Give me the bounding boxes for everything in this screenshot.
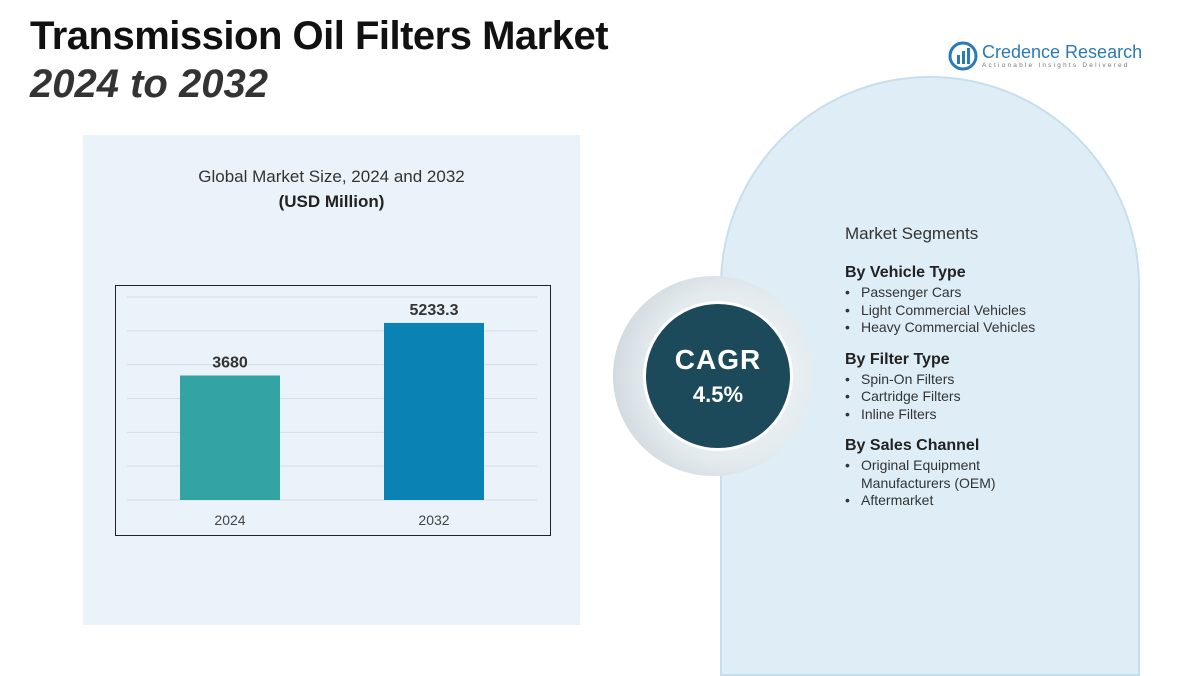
- segment-group-filter-type: By Filter Type • Spin-On Filters • Cartrid…: [845, 351, 1135, 424]
- list-item: • Cartridge Filters: [845, 388, 1135, 406]
- list-item: • Inline Filters: [845, 406, 1135, 424]
- segment-group-title: By Sales Channel: [845, 437, 980, 454]
- list-item: • Passenger Cars: [845, 284, 1135, 302]
- bar-2024: [180, 375, 280, 500]
- segment-group-title: By Vehicle Type: [845, 264, 966, 281]
- value-labels: 3680 5233.3: [212, 302, 458, 372]
- bullet-icon: •: [845, 319, 850, 335]
- list-item-label: Spin-On Filters: [861, 370, 955, 387]
- page-title: Transmission Oil Filters Market: [30, 14, 609, 58]
- cagr-value: 4.5%: [692, 382, 744, 407]
- bar-chart-logo-icon: [948, 41, 978, 71]
- list-item: • Heavy Commercial Vehicles: [845, 319, 1135, 337]
- list-item: • Light Commercial Vehicles: [845, 302, 1135, 320]
- company-logo: Credence Research Actionable Insights De…: [948, 40, 1148, 74]
- value-label-2032: 5233.3: [410, 302, 459, 319]
- x-tick-label-2024: 2024: [214, 512, 245, 528]
- bullet-icon: •: [845, 388, 850, 404]
- cagr-label: CAGR: [674, 344, 762, 375]
- logo-name: Credence Research: [982, 42, 1143, 62]
- segment-group-title: By Filter Type: [845, 350, 950, 368]
- list-item: • Aftermarket: [845, 492, 1135, 510]
- segment-group-sales-channel: By Sales Channel • Original Equipment Man…: [845, 437, 1135, 510]
- bar-2032: [384, 322, 484, 500]
- list-item-label: Aftermarket: [861, 492, 934, 508]
- bullet-icon: •: [845, 457, 850, 473]
- market-size-chart-panel: Global Market Size, 2024 and 2032 (USD M…: [83, 135, 580, 625]
- value-label-2024: 3680: [212, 354, 248, 371]
- list-item-label: Light Commercial Vehicles: [861, 301, 1026, 318]
- bullet-icon: •: [845, 405, 850, 422]
- cagr-badge: CAGR 4.5%: [643, 301, 793, 451]
- logo-tagline: Actionable Insights Delivered: [982, 62, 1130, 69]
- market-segments: Market Segments By Vehicle Type • Passeng…: [845, 224, 1135, 510]
- bullet-icon: •: [845, 492, 850, 508]
- page-subtitle: 2024 to 2032: [30, 62, 268, 106]
- segment-group-vehicle-type: By Vehicle Type • Passenger Cars • Light C…: [845, 264, 1135, 337]
- list-item-label: Inline Filters: [861, 405, 937, 422]
- list-item: • Original Equipment Manufacturers (OEM): [845, 457, 1135, 492]
- list-item-label: Passenger Cars: [861, 284, 962, 300]
- x-tick-label-2032: 2032: [418, 512, 449, 528]
- x-tick-labels: 2024 2032: [214, 512, 449, 528]
- chart-title: Global Market Size, 2024 and 2032: [198, 167, 465, 186]
- bullet-icon: •: [845, 301, 850, 318]
- list-item-label: Original Equipment Manufacturers (OEM): [861, 457, 996, 491]
- bars: [180, 322, 484, 500]
- list-item: • Spin-On Filters: [845, 371, 1135, 389]
- bullet-icon: •: [845, 370, 850, 387]
- bar-chart: 3680 5233.3 2024 2032: [115, 285, 551, 536]
- list-item-label: Cartridge Filters: [861, 388, 961, 404]
- bullet-icon: •: [845, 284, 850, 300]
- chart-unit-label: (USD Million): [278, 192, 385, 211]
- list-item-label: Heavy Commercial Vehicles: [861, 319, 1036, 335]
- segments-heading: Market Segments: [845, 224, 979, 243]
